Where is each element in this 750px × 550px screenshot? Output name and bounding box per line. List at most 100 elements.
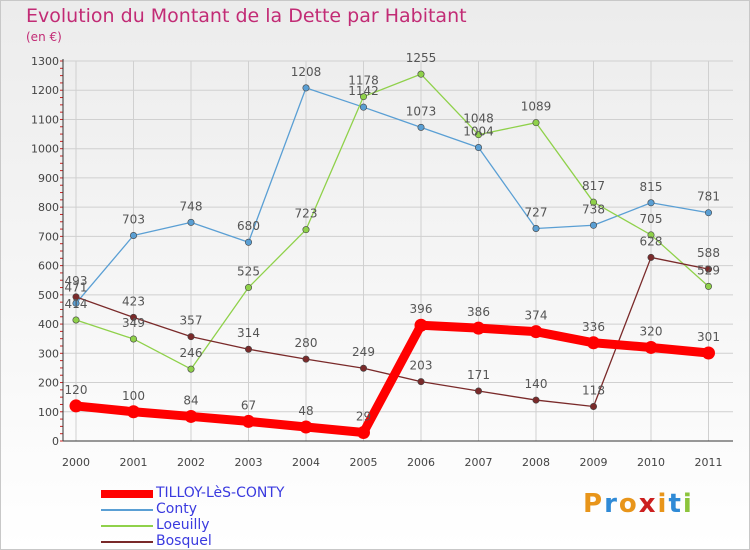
data-point: [647, 199, 655, 207]
series-line-0: [75, 320, 709, 438]
data-label: 680: [237, 219, 260, 233]
data-point: [302, 355, 310, 363]
y-tick-label: 400: [38, 318, 59, 331]
proxiti-logo: Proxiti: [583, 489, 694, 519]
data-label: 1255: [406, 51, 437, 65]
y-tick-label: 700: [38, 230, 59, 243]
x-tick-label: 2011: [695, 456, 723, 469]
data-label: 203: [410, 359, 433, 373]
data-point: [647, 253, 655, 261]
legend-swatch: [101, 525, 153, 527]
data-label: 1073: [406, 104, 437, 118]
y-tick-label: 1300: [31, 55, 59, 68]
data-label: 1178: [348, 74, 379, 88]
data-label: 423: [122, 294, 145, 308]
data-label: 386: [467, 305, 490, 319]
data-point: [589, 198, 597, 206]
data-label: 314: [237, 326, 260, 340]
legend-label: Bosquel: [156, 533, 212, 549]
y-tick-label: 800: [38, 201, 59, 214]
y-tick-label: 1100: [31, 113, 59, 126]
legend-swatch: [101, 509, 153, 511]
data-point: [644, 340, 658, 354]
data-point: [472, 321, 485, 335]
data-label: 301: [697, 330, 720, 344]
data-point: [130, 232, 138, 240]
y-tick-label: 0: [52, 435, 59, 448]
data-point: [357, 426, 370, 440]
data-point: [529, 325, 543, 339]
data-point: [589, 403, 597, 411]
data-label: 349: [122, 316, 145, 330]
data-point: [187, 365, 195, 373]
data-label: 140: [525, 377, 548, 391]
y-tick-label: 600: [38, 260, 59, 273]
data-label: 118: [582, 384, 605, 398]
series-line-2: [75, 73, 709, 370]
data-label: 336: [582, 320, 605, 334]
y-tick-label: 500: [38, 289, 59, 302]
data-label: 67: [241, 398, 256, 412]
data-point: [184, 409, 198, 423]
data-point: [359, 103, 367, 111]
data-label: 703: [122, 213, 145, 227]
legend-label: Conty: [156, 501, 197, 517]
data-point: [417, 123, 425, 131]
legend-label: TILLOY-LèS-CONTY: [156, 485, 285, 501]
data-point: [532, 224, 540, 232]
data-label: 374: [525, 309, 548, 323]
data-point: [245, 284, 253, 292]
data-label: 100: [122, 389, 145, 403]
data-point: [242, 414, 255, 428]
data-point: [414, 318, 428, 332]
legend-swatch: [101, 541, 153, 543]
data-label: 815: [640, 180, 663, 194]
data-point: [299, 420, 313, 434]
data-label: 781: [697, 190, 720, 204]
x-tick-label: 2010: [637, 456, 665, 469]
data-point: [69, 399, 83, 413]
legend-item: Bosquel: [101, 533, 361, 550]
data-point: [702, 346, 715, 360]
data-point: [359, 364, 367, 372]
data-point: [302, 226, 310, 234]
y-tick-label: 200: [38, 377, 59, 390]
data-point: [532, 119, 540, 127]
legend-item: Loeuilly: [101, 517, 361, 534]
x-tick-label: 2007: [465, 456, 493, 469]
legend-swatch: [101, 490, 153, 498]
data-point: [474, 387, 482, 395]
data-point: [130, 313, 138, 321]
x-tick-label: 2003: [235, 456, 263, 469]
data-label: 396: [410, 302, 433, 316]
data-label: 628: [640, 234, 663, 248]
x-tick-label: 2008: [522, 456, 550, 469]
data-label: 1208: [291, 65, 322, 79]
data-label: 1089: [521, 100, 552, 114]
x-tick-label: 2001: [120, 456, 148, 469]
data-point: [359, 93, 367, 101]
data-label: 588: [697, 246, 720, 260]
data-label: 705: [640, 212, 663, 226]
data-label: 1048: [463, 112, 494, 126]
x-tick-label: 2004: [292, 456, 320, 469]
data-label: 84: [183, 393, 198, 407]
y-tick-label: 900: [38, 172, 59, 185]
data-label: 525: [237, 265, 260, 279]
data-label: 1142: [348, 84, 379, 98]
data-point: [302, 84, 310, 92]
x-tick-label: 2009: [580, 456, 608, 469]
data-point: [474, 131, 482, 139]
data-label: 249: [352, 345, 375, 359]
data-label: 748: [180, 199, 203, 213]
chart-title: Evolution du Montant de la Dette par Hab…: [26, 5, 467, 27]
legend: TILLOY-LèS-CONTY Conty Loeuilly Bosquel: [101, 485, 361, 550]
data-label: 320: [640, 324, 663, 338]
x-tick-label: 2005: [350, 456, 378, 469]
y-tick-label: 100: [38, 406, 59, 419]
data-point: [417, 70, 425, 78]
data-point: [532, 396, 540, 404]
data-point: [187, 333, 195, 341]
data-label: 29: [356, 410, 371, 424]
